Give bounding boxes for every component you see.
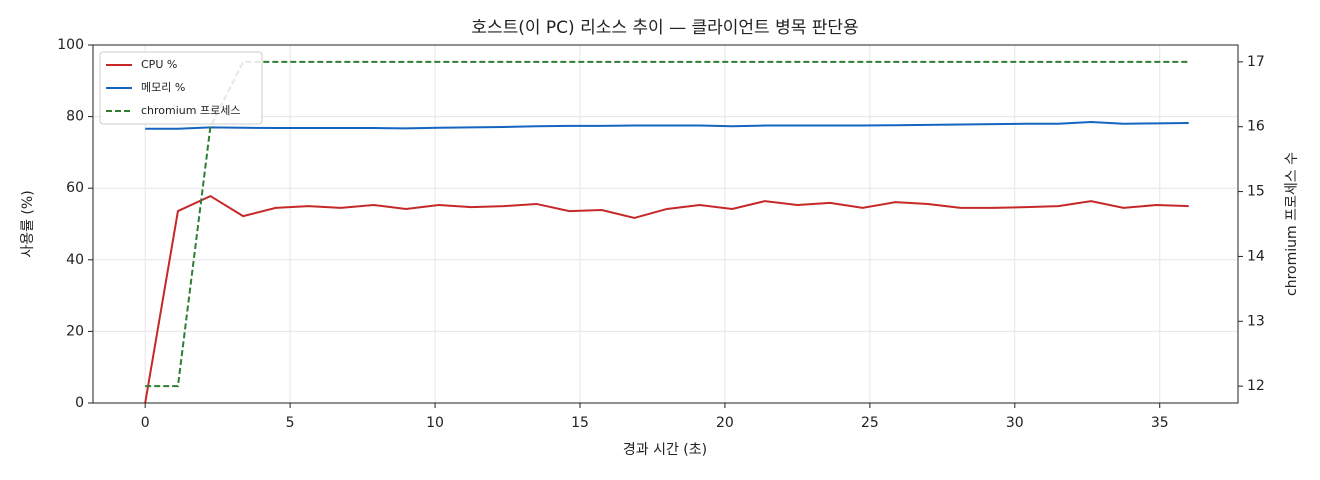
legend: CPU % 메모리 % chromium 프로세스 bbox=[99, 51, 263, 125]
y-tick-label: 40 bbox=[66, 252, 84, 268]
legend-label: CPU % bbox=[141, 58, 177, 71]
x-tick-label: 20 bbox=[716, 415, 734, 431]
series-line bbox=[144, 194, 1189, 404]
y-tick-label: 0 bbox=[75, 395, 84, 411]
x-tick-label: 0 bbox=[141, 415, 150, 431]
y-tick-label: 100 bbox=[57, 37, 84, 53]
series-line bbox=[145, 120, 1189, 130]
x-tick-label: 25 bbox=[861, 415, 879, 431]
y2-tick-label: 12 bbox=[1247, 378, 1265, 394]
chart-title: 호스트(이 PC) 리소스 추이 — 클라이언트 병목 판단용 bbox=[471, 18, 858, 38]
y2-axis-label: chromium 프로세스 수 bbox=[1284, 152, 1300, 296]
legend-label: chromium 프로세스 bbox=[141, 104, 240, 117]
series-line bbox=[145, 60, 1189, 388]
y2-tick-label: 13 bbox=[1247, 313, 1265, 329]
y-tick-label: 80 bbox=[66, 109, 84, 125]
x-tick-label: 5 bbox=[286, 415, 295, 431]
y-tick-label: 60 bbox=[66, 180, 84, 196]
y2-tick-label: 15 bbox=[1247, 184, 1265, 200]
x-axis-label: 경과 시간 (초) bbox=[623, 442, 707, 458]
y2-tick-label: 17 bbox=[1247, 54, 1265, 70]
y2-tick-label: 14 bbox=[1247, 248, 1265, 264]
y2-tick-label: 16 bbox=[1247, 119, 1265, 135]
x-tick-label: 10 bbox=[426, 415, 444, 431]
legend-box bbox=[99, 51, 263, 125]
y-axis-label: 사용률 (%) bbox=[20, 190, 36, 257]
x-tick-label: 30 bbox=[1006, 415, 1024, 431]
x-tick-label: 15 bbox=[571, 415, 589, 431]
plot-frame bbox=[92, 44, 1239, 404]
y-tick-label: 20 bbox=[66, 323, 84, 339]
x-tick-label: 35 bbox=[1151, 415, 1169, 431]
legend-label: 메모리 % bbox=[141, 81, 185, 94]
